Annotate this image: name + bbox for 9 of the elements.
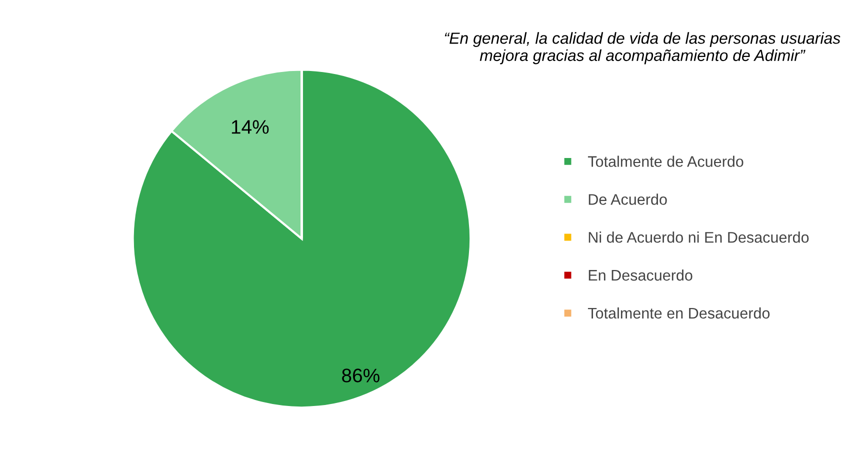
legend-label: Ni de Acuerdo ni En Desacuerdo xyxy=(588,232,809,243)
data-label: 86% xyxy=(342,368,380,382)
data-label: 14% xyxy=(232,120,269,134)
chart-title: “En general, la calidad de vida de las personas usuarias mejora gracias al acompañamiento de Adimir” xyxy=(444,32,840,64)
legend-label: De Acuerdo xyxy=(588,194,667,205)
legend-label: Totalmente en Desacuerdo xyxy=(588,307,770,319)
legend-label: Totalmente de Acuerdo xyxy=(588,156,744,167)
pie-slice xyxy=(132,68,472,409)
legend-label: En Desacuerdo xyxy=(588,269,692,281)
